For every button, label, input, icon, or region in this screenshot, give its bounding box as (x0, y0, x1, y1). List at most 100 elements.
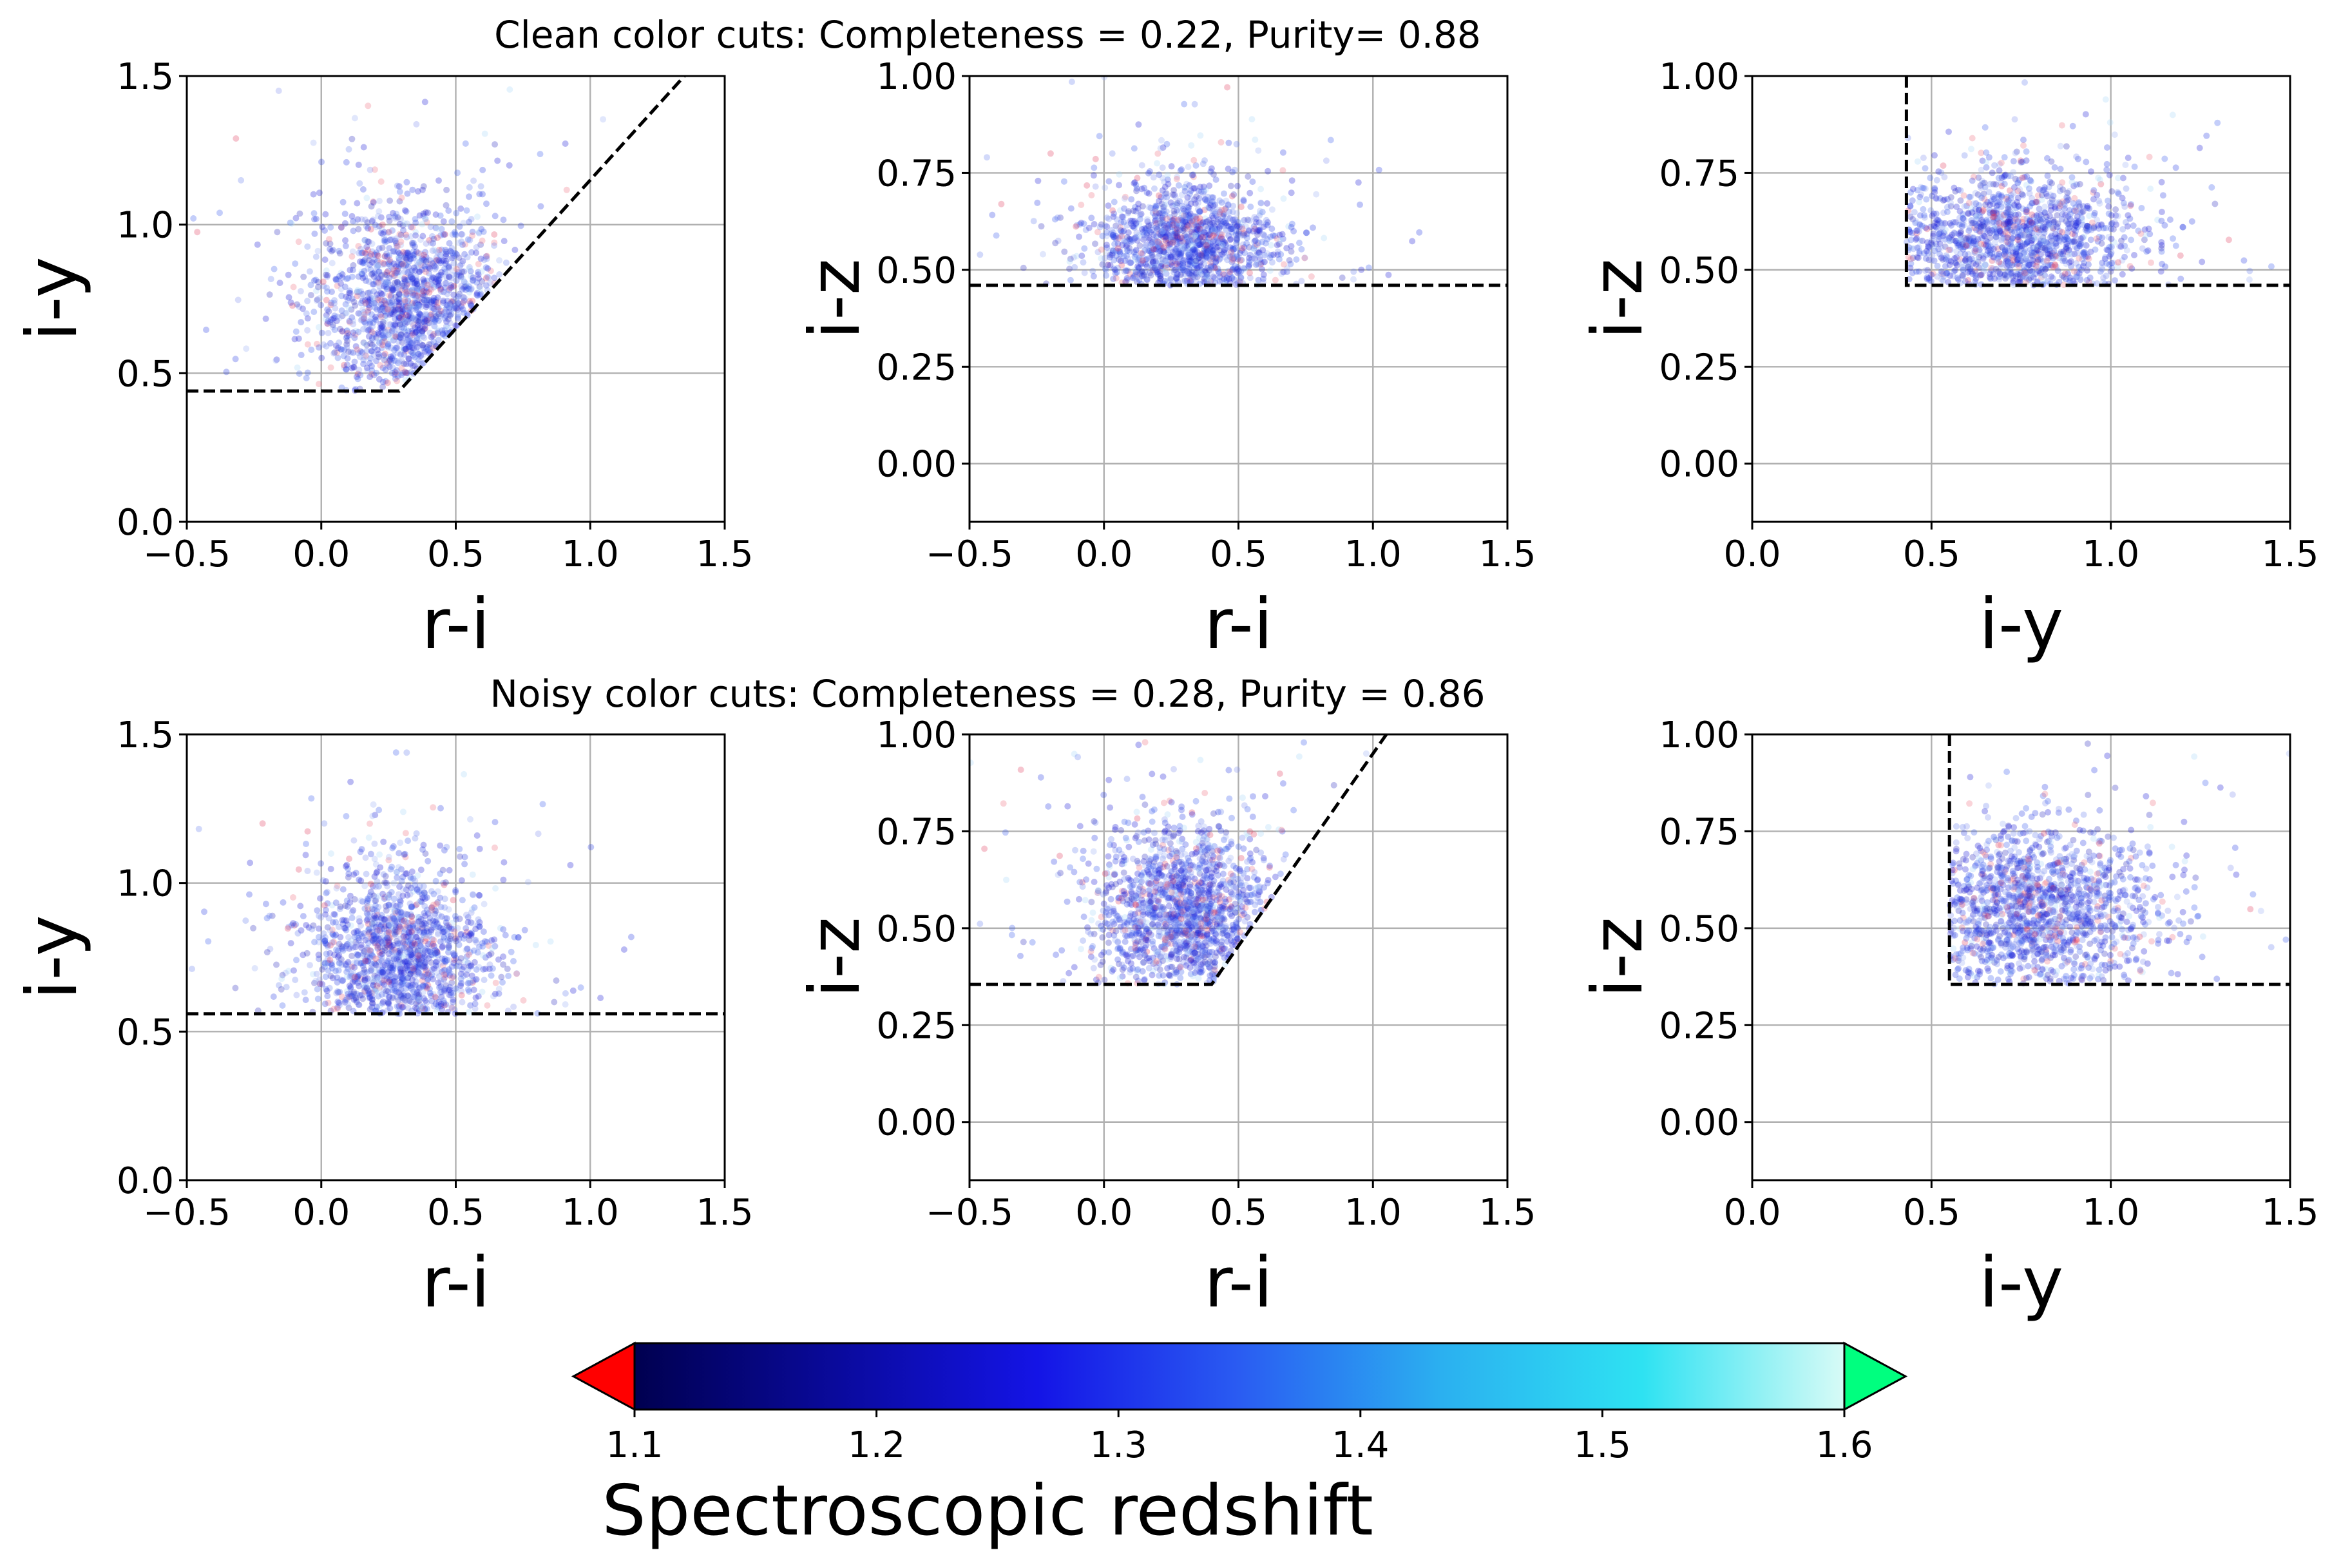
data-point (414, 188, 421, 195)
data-point (345, 332, 352, 339)
data-point (1191, 236, 1198, 243)
data-point (401, 274, 408, 281)
data-point (421, 251, 427, 258)
data-point (1136, 256, 1143, 263)
selection-cut-line (187, 76, 686, 393)
data-point (1274, 248, 1281, 255)
data-point (1915, 254, 1922, 262)
data-point (426, 329, 434, 336)
data-point (289, 302, 296, 309)
data-point (1183, 199, 1190, 206)
data-point (1255, 227, 1262, 234)
data-point (1102, 222, 1109, 229)
data-point (2033, 212, 2040, 219)
data-point (1228, 274, 1236, 282)
data-point (396, 314, 403, 321)
data-point (405, 335, 412, 342)
data-point (1194, 273, 1201, 280)
data-point (443, 251, 450, 258)
data-point (387, 336, 394, 343)
data-point (1129, 274, 1136, 282)
data-point (1194, 249, 1201, 256)
data-point (1196, 235, 1203, 242)
data-point (1020, 264, 1027, 271)
data-point (410, 352, 417, 359)
data-point (429, 274, 436, 281)
data-point (1135, 264, 1142, 271)
data-point (1266, 267, 1274, 274)
data-point (1987, 243, 1994, 250)
data-point (1211, 228, 1218, 235)
data-point (347, 290, 354, 297)
data-point (417, 354, 424, 361)
data-point (379, 305, 386, 312)
data-point (2083, 276, 2090, 283)
data-point (2108, 265, 2116, 271)
data-point (404, 249, 411, 256)
data-point (1168, 233, 1175, 240)
data-point (1078, 202, 1085, 208)
data-point (414, 262, 421, 269)
data-point (2070, 268, 2078, 275)
data-point (399, 311, 405, 318)
data-point (1940, 162, 1947, 169)
data-point (1123, 242, 1131, 249)
data-point (1181, 267, 1188, 274)
data-point (1286, 257, 1293, 263)
data-point (328, 850, 334, 857)
data-point (422, 269, 429, 275)
data-point (1192, 200, 1199, 207)
data-point (435, 258, 443, 265)
data-point (1167, 224, 1174, 231)
data-point (315, 324, 322, 330)
data-point (1175, 250, 1182, 257)
data-point (1172, 254, 1178, 261)
data-point (409, 240, 416, 247)
data-point (420, 183, 427, 190)
data-point (404, 337, 411, 344)
data-point (406, 253, 414, 260)
data-point (1257, 256, 1263, 263)
data-point (1209, 245, 1216, 253)
data-point (431, 316, 438, 323)
data-point (2111, 131, 2118, 139)
data-point (409, 275, 416, 282)
data-point (380, 337, 387, 344)
data-point (354, 376, 361, 383)
data-point (1193, 229, 1200, 236)
data-point (1159, 164, 1166, 171)
data-point (387, 299, 394, 306)
data-point (406, 251, 413, 258)
data-point (441, 327, 448, 334)
data-point (336, 339, 343, 346)
data-point (2029, 195, 2036, 202)
data-point (1188, 258, 1195, 265)
data-point (1173, 216, 1180, 223)
data-point (1131, 249, 1138, 256)
data-point (458, 303, 465, 310)
data-point (1989, 214, 1996, 221)
data-point (371, 260, 377, 267)
data-point (1198, 240, 1205, 247)
data-point (388, 370, 396, 376)
data-point (426, 320, 434, 327)
data-point (1176, 236, 1183, 242)
data-point (388, 263, 395, 270)
data-point (349, 213, 356, 220)
data-point (1096, 133, 1103, 140)
data-point (1057, 214, 1064, 221)
data-point (421, 99, 428, 106)
data-point (2268, 263, 2275, 270)
data-point (2028, 178, 2035, 185)
data-point (426, 270, 432, 277)
data-point (1192, 240, 1199, 247)
data-point (343, 334, 350, 341)
data-point (405, 296, 412, 303)
data-point (1234, 256, 1241, 263)
data-point (1040, 251, 1046, 258)
data-point (1123, 243, 1130, 250)
data-point (1951, 255, 1958, 262)
data-point (368, 218, 376, 225)
data-point (1160, 233, 1167, 240)
data-point (388, 271, 396, 278)
